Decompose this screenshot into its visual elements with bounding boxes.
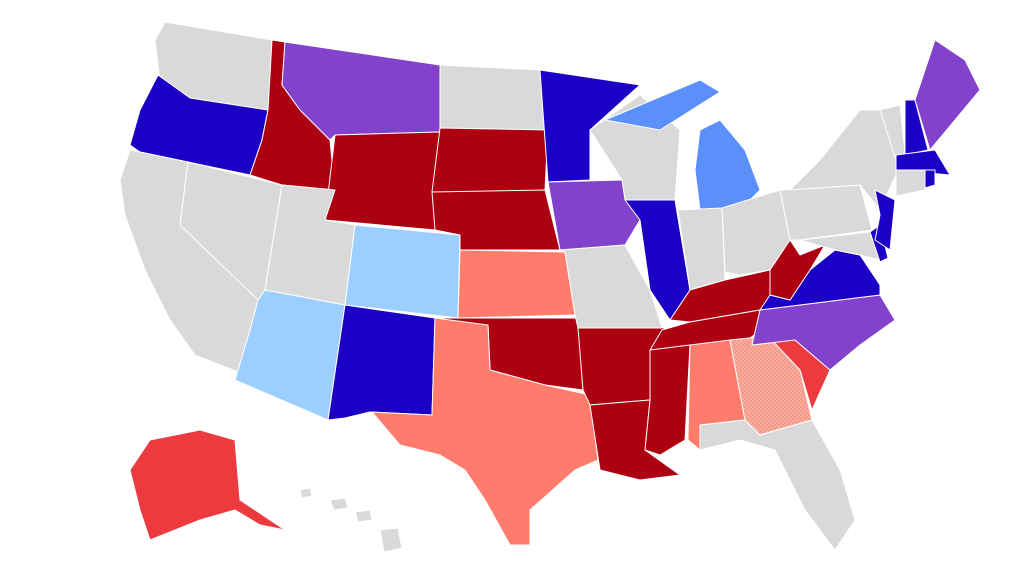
state-hi[interactable] (299, 487, 313, 499)
state-ct[interactable] (895, 169, 926, 197)
state-pa[interactable] (779, 184, 873, 241)
state-ak[interactable] (129, 429, 286, 541)
state-mn[interactable] (539, 69, 641, 183)
state-me[interactable] (914, 39, 981, 151)
state-ma[interactable] (895, 149, 951, 176)
state-hi[interactable] (354, 509, 373, 523)
state-wy[interactable] (324, 131, 441, 231)
state-nj[interactable] (874, 189, 896, 251)
state-mi[interactable] (694, 119, 761, 211)
state-md[interactable] (799, 231, 881, 261)
state-ia[interactable] (547, 179, 641, 251)
state-nh[interactable] (904, 99, 929, 156)
state-hi[interactable] (329, 497, 349, 511)
state-de[interactable] (869, 224, 889, 263)
state-nm[interactable] (327, 304, 436, 421)
state-ri[interactable] (924, 169, 936, 189)
state-ms[interactable] (644, 344, 691, 456)
state-mi[interactable] (604, 79, 721, 131)
state-tx[interactable] (371, 317, 599, 546)
state-ks[interactable] (457, 249, 576, 319)
state-nc[interactable] (751, 294, 896, 371)
state-fl[interactable] (699, 419, 856, 551)
state-nd[interactable] (439, 64, 549, 131)
state-sd[interactable] (431, 127, 549, 196)
state-co[interactable] (344, 224, 461, 319)
state-wv[interactable] (769, 239, 826, 301)
states-layer (119, 21, 981, 553)
state-hi[interactable] (379, 527, 403, 553)
